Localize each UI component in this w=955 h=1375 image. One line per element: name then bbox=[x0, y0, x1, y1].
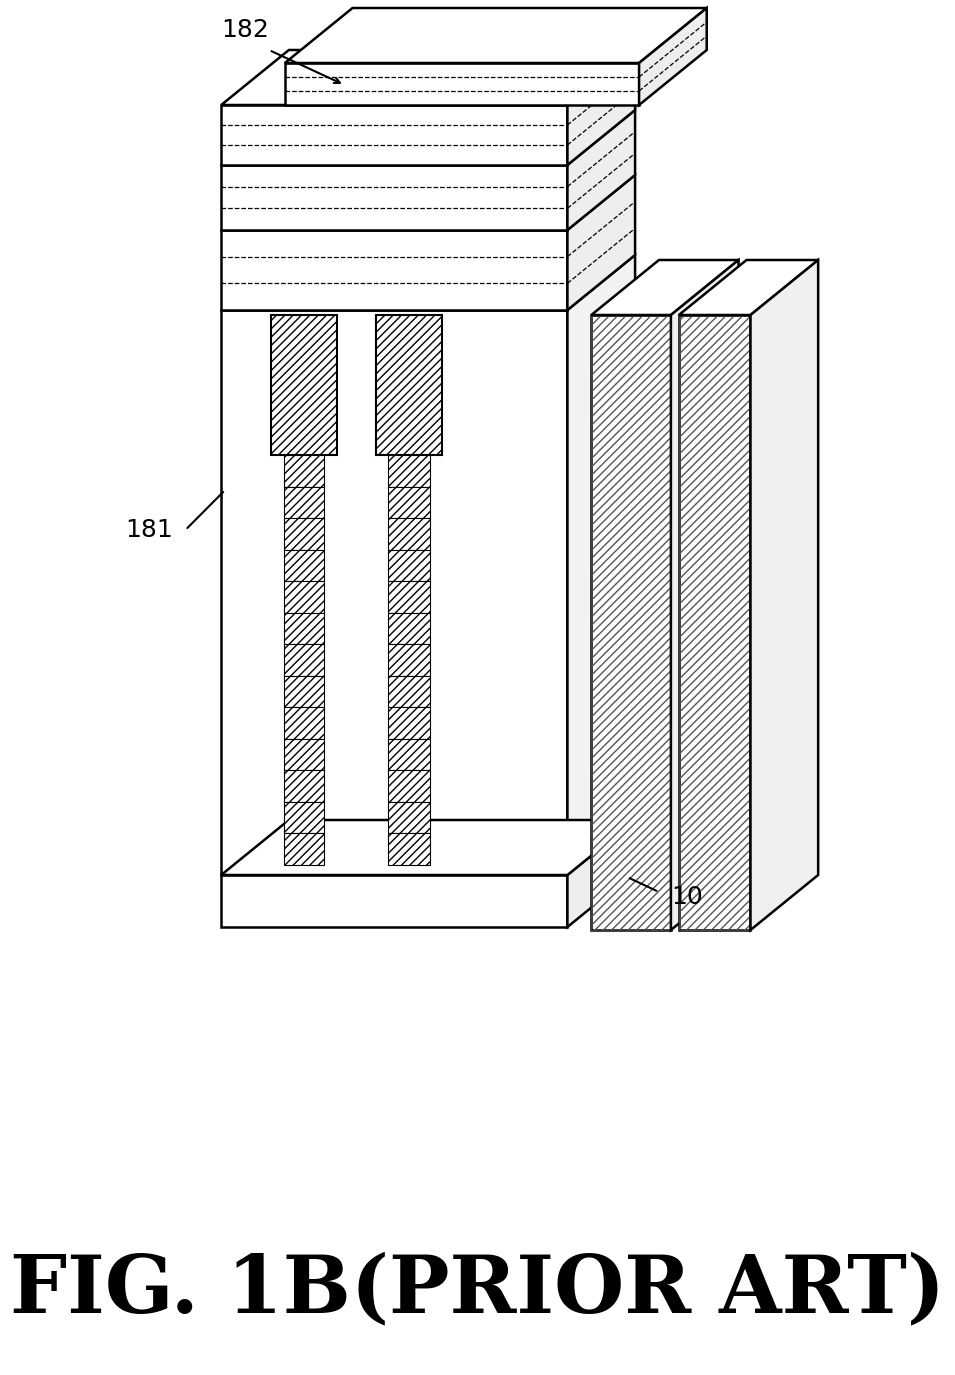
Polygon shape bbox=[222, 820, 635, 874]
Polygon shape bbox=[389, 802, 430, 833]
Polygon shape bbox=[284, 550, 324, 582]
Polygon shape bbox=[679, 315, 751, 930]
Polygon shape bbox=[389, 833, 430, 865]
Polygon shape bbox=[222, 165, 567, 230]
Polygon shape bbox=[222, 230, 567, 309]
Polygon shape bbox=[284, 613, 324, 645]
Polygon shape bbox=[389, 613, 430, 645]
Polygon shape bbox=[389, 738, 430, 770]
Polygon shape bbox=[567, 175, 635, 309]
Polygon shape bbox=[284, 707, 324, 738]
Polygon shape bbox=[376, 315, 441, 455]
Polygon shape bbox=[271, 315, 336, 455]
Polygon shape bbox=[285, 8, 707, 63]
Polygon shape bbox=[567, 254, 635, 874]
Polygon shape bbox=[389, 645, 430, 675]
Polygon shape bbox=[285, 63, 639, 104]
Polygon shape bbox=[222, 175, 635, 230]
Polygon shape bbox=[389, 487, 430, 518]
Polygon shape bbox=[284, 645, 324, 675]
Polygon shape bbox=[679, 260, 818, 315]
Polygon shape bbox=[222, 49, 635, 104]
Polygon shape bbox=[567, 110, 635, 230]
Polygon shape bbox=[567, 49, 635, 165]
Polygon shape bbox=[389, 707, 430, 738]
Text: FIG. 1B(PRIOR ART): FIG. 1B(PRIOR ART) bbox=[10, 1251, 945, 1330]
Polygon shape bbox=[567, 820, 635, 927]
Text: 182: 182 bbox=[222, 18, 269, 43]
Polygon shape bbox=[284, 802, 324, 833]
Polygon shape bbox=[222, 104, 567, 165]
Polygon shape bbox=[389, 455, 430, 487]
Polygon shape bbox=[284, 518, 324, 550]
Polygon shape bbox=[222, 309, 567, 874]
Polygon shape bbox=[222, 874, 567, 927]
Polygon shape bbox=[284, 487, 324, 518]
Polygon shape bbox=[284, 833, 324, 865]
Polygon shape bbox=[389, 518, 430, 550]
Polygon shape bbox=[284, 738, 324, 770]
Polygon shape bbox=[389, 675, 430, 707]
Polygon shape bbox=[389, 582, 430, 613]
Polygon shape bbox=[389, 770, 430, 802]
Text: 10: 10 bbox=[671, 886, 703, 909]
Polygon shape bbox=[222, 254, 635, 309]
Polygon shape bbox=[591, 315, 671, 930]
Polygon shape bbox=[284, 770, 324, 802]
Polygon shape bbox=[389, 550, 430, 582]
Polygon shape bbox=[671, 260, 738, 930]
Polygon shape bbox=[639, 8, 707, 104]
Polygon shape bbox=[284, 582, 324, 613]
Polygon shape bbox=[222, 110, 635, 165]
Polygon shape bbox=[591, 260, 738, 315]
Polygon shape bbox=[751, 260, 818, 930]
Polygon shape bbox=[284, 675, 324, 707]
Text: 181: 181 bbox=[126, 518, 174, 542]
Polygon shape bbox=[284, 455, 324, 487]
